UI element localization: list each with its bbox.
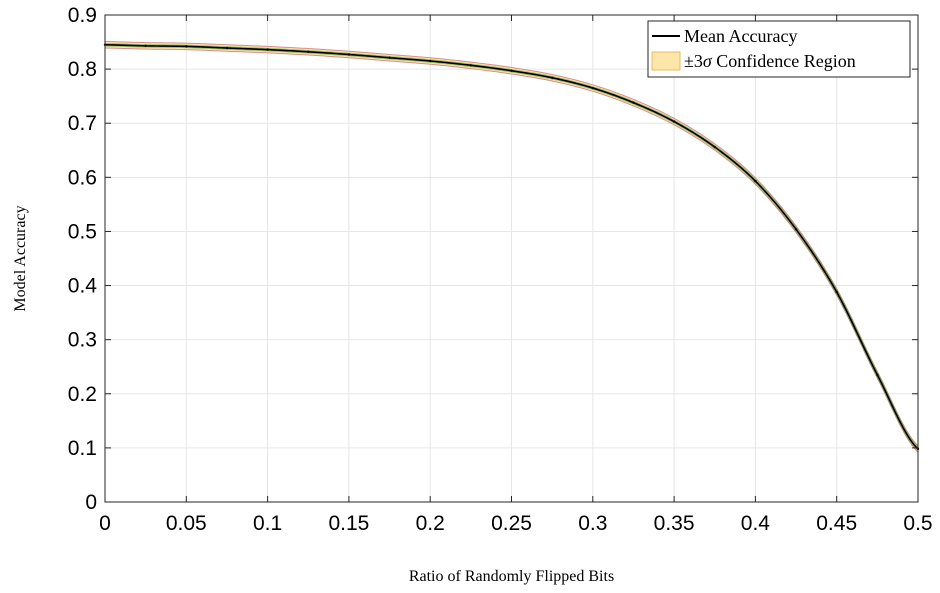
mean-data-point [144,44,147,48]
tick-labels: 0 0.05 0.1 0.15 0.2 0.25 0.3 0.35 0.4 0.45 0.5 0 0.1… [68,4,933,535]
mean-data-point [591,86,594,90]
x-tick-label: 0.1 [253,512,282,535]
confidence-band [104,41,919,453]
legend-band-swatch [651,51,681,71]
y-tick-label: 0.3 [68,329,97,352]
x-tick-label: 0.3 [578,512,607,535]
mean-data-point [307,50,310,53]
legend-box [647,20,911,78]
mean-data-point [469,64,473,67]
y-tick-label: 0.5 [68,220,97,243]
mean-data-point [876,373,879,377]
y-tick-label: 0.1 [68,437,97,460]
y-tick-label: 0.8 [68,58,97,81]
x-axis-label: Ratio of Randomly Flipped Bits [409,568,614,585]
x-tick-label: 0.35 [654,512,695,535]
mean-line [103,43,920,451]
y-tick-label: 0 [85,491,97,514]
mean-data-point [347,53,351,56]
y-tick-label: 0.9 [68,4,97,27]
mean-data-point [225,46,229,50]
mean-data-point [672,120,676,123]
x-tick-label: 0.05 [166,512,207,535]
mean-data-point [754,179,757,183]
x-tick-label: 0.15 [328,512,369,535]
legend: Mean Accuracy ±3σ Confidence Region [647,20,911,78]
x-tick-label: 0.4 [741,512,771,535]
mean-data-point [632,101,635,104]
confidence-band-upper-edge [104,41,919,447]
y-axis-label: Model Accuracy [12,205,29,311]
y-tick-label: 0.4 [68,275,98,298]
y-tick-label: 0.6 [68,166,97,189]
mean-data-point [835,290,838,294]
x-tick-label: 0.45 [816,512,857,535]
legend-band-label: ±3σ Confidence Region [684,51,856,71]
legend-band-suffix: Confidence Region [712,51,856,71]
legend-mean-label: Mean Accuracy [684,26,797,46]
mean-data-point [713,145,716,149]
x-tick-label: 0.2 [416,512,445,535]
y-tick-label: 0.2 [68,383,97,406]
mean-data-point [388,56,391,59]
mean-data-point [510,69,513,72]
x-tick-label: 0.5 [903,512,932,535]
y-tick-label: 0.7 [68,112,97,135]
x-tick-label: 0 [99,512,111,535]
x-tick-label: 0.25 [491,512,532,535]
mean-data-point [185,45,188,48]
mean-data-point [550,76,554,79]
mean-data-point [429,59,432,63]
mean-data-point [794,228,798,231]
legend-band-prefix: ±3 [684,51,703,71]
mean-data-point [266,48,269,51]
grid [105,15,918,502]
legend-band-sigma: σ [703,51,713,71]
confidence-band-lower-edge [104,47,919,453]
